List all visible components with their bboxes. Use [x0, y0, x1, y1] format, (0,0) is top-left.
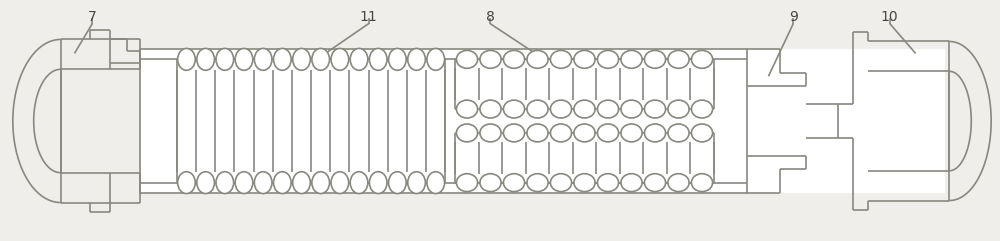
Ellipse shape: [235, 48, 253, 70]
Ellipse shape: [389, 48, 406, 70]
Ellipse shape: [597, 50, 619, 68]
Ellipse shape: [574, 100, 595, 118]
Bar: [177, 59, 445, 183]
Ellipse shape: [216, 172, 234, 194]
Ellipse shape: [197, 48, 214, 70]
Ellipse shape: [644, 124, 666, 142]
Ellipse shape: [503, 50, 525, 68]
Ellipse shape: [550, 174, 572, 192]
Ellipse shape: [480, 50, 501, 68]
Ellipse shape: [621, 100, 642, 118]
Ellipse shape: [597, 124, 619, 142]
Ellipse shape: [369, 172, 387, 194]
Bar: [455, 59, 714, 109]
Ellipse shape: [574, 124, 595, 142]
Bar: [140, 49, 747, 193]
Ellipse shape: [527, 174, 548, 192]
Ellipse shape: [216, 48, 234, 70]
Ellipse shape: [668, 100, 689, 118]
Ellipse shape: [550, 100, 572, 118]
Text: 10: 10: [881, 10, 899, 24]
Ellipse shape: [574, 174, 595, 192]
Ellipse shape: [668, 174, 689, 192]
Bar: [455, 133, 714, 183]
Ellipse shape: [503, 124, 525, 142]
Ellipse shape: [456, 100, 478, 118]
Ellipse shape: [503, 100, 525, 118]
Text: 11: 11: [360, 10, 378, 24]
Ellipse shape: [691, 100, 713, 118]
Ellipse shape: [668, 50, 689, 68]
Ellipse shape: [456, 50, 478, 68]
Ellipse shape: [312, 48, 330, 70]
Ellipse shape: [691, 50, 713, 68]
Ellipse shape: [274, 48, 291, 70]
Text: 9: 9: [789, 10, 798, 24]
Ellipse shape: [691, 124, 713, 142]
Ellipse shape: [369, 48, 387, 70]
Bar: [747, 49, 945, 193]
Ellipse shape: [178, 48, 195, 70]
Ellipse shape: [597, 174, 619, 192]
Ellipse shape: [550, 50, 572, 68]
Ellipse shape: [550, 124, 572, 142]
Ellipse shape: [621, 50, 642, 68]
Ellipse shape: [331, 172, 349, 194]
Ellipse shape: [350, 172, 368, 194]
Ellipse shape: [408, 172, 425, 194]
Ellipse shape: [197, 172, 214, 194]
Ellipse shape: [503, 174, 525, 192]
Ellipse shape: [480, 174, 501, 192]
Ellipse shape: [235, 172, 253, 194]
Ellipse shape: [621, 124, 642, 142]
Ellipse shape: [691, 174, 713, 192]
Ellipse shape: [331, 48, 349, 70]
Ellipse shape: [293, 48, 310, 70]
Text: 8: 8: [486, 10, 494, 24]
Ellipse shape: [274, 172, 291, 194]
Ellipse shape: [644, 50, 666, 68]
Ellipse shape: [480, 124, 501, 142]
Ellipse shape: [527, 50, 548, 68]
Ellipse shape: [668, 124, 689, 142]
Ellipse shape: [427, 172, 445, 194]
Ellipse shape: [480, 100, 501, 118]
Ellipse shape: [527, 100, 548, 118]
Ellipse shape: [178, 172, 195, 194]
Ellipse shape: [427, 48, 445, 70]
Text: 7: 7: [88, 10, 97, 24]
Ellipse shape: [597, 100, 619, 118]
Ellipse shape: [644, 100, 666, 118]
Ellipse shape: [621, 174, 642, 192]
Ellipse shape: [254, 172, 272, 194]
Ellipse shape: [456, 124, 478, 142]
Ellipse shape: [312, 172, 330, 194]
Ellipse shape: [644, 174, 666, 192]
Ellipse shape: [574, 50, 595, 68]
Ellipse shape: [456, 174, 478, 192]
Ellipse shape: [408, 48, 425, 70]
Ellipse shape: [389, 172, 406, 194]
Ellipse shape: [254, 48, 272, 70]
Ellipse shape: [293, 172, 310, 194]
Ellipse shape: [527, 124, 548, 142]
Ellipse shape: [350, 48, 368, 70]
